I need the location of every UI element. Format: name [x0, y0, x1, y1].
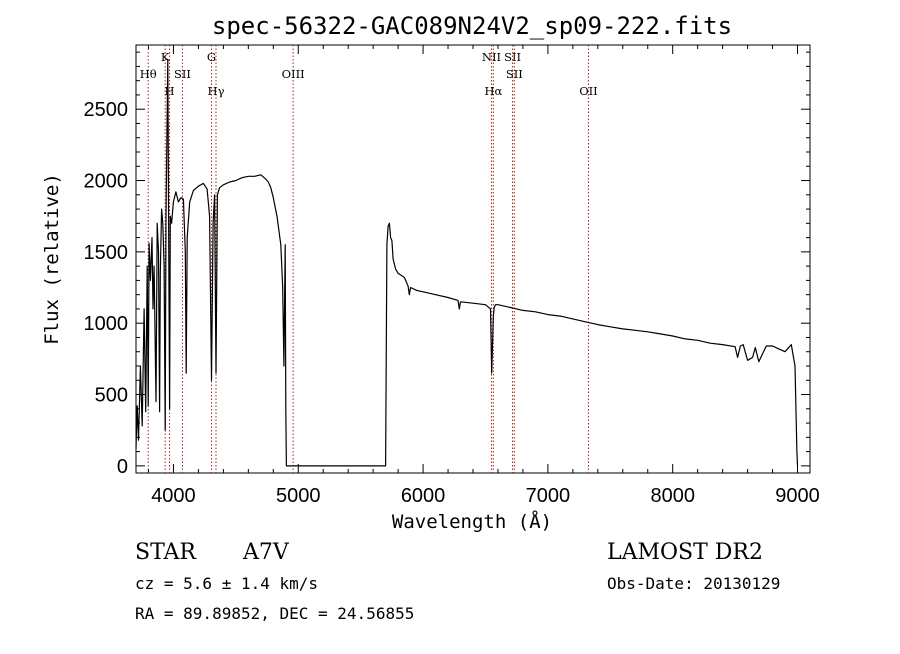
y-tick-label: 1500	[84, 242, 129, 264]
x-tick-label: 9000	[775, 485, 820, 507]
spectral-line-label: OIII	[282, 67, 305, 81]
spectral-line-label: SII	[504, 50, 521, 64]
y-axis-ticks: 0 500 1000 1500 2000 2500	[84, 51, 810, 478]
spectral-line-label: G	[207, 50, 216, 64]
spectral-line-label: Hγ	[208, 84, 225, 98]
spectral-line-label: SII	[506, 67, 523, 81]
y-tick-label: 0	[117, 456, 128, 478]
x-tick-label: 5000	[276, 485, 321, 507]
sky-coordinates: RA = 89.89852, DEC = 24.56855	[135, 604, 414, 623]
y-tick-label: 1000	[84, 313, 129, 335]
spectral-line-label: OII	[579, 84, 598, 98]
survey-name: LAMOST DR2	[607, 540, 763, 565]
x-tick-label: 4000	[151, 485, 196, 507]
spectral-line-label: Hθ	[140, 67, 157, 81]
y-tick-label: 500	[95, 385, 128, 407]
observation-date: Obs-Date: 20130129	[607, 574, 780, 593]
x-axis-ticks: 4000 5000 6000 7000 8000 9000	[147, 45, 820, 507]
object-class: STAR	[135, 540, 197, 565]
y-tick-label: 2000	[84, 171, 129, 193]
x-tick-label: 6000	[401, 485, 446, 507]
spectral-line-label: NII	[482, 50, 501, 64]
y-axis-label: Flux (relative)	[41, 173, 63, 345]
flux-line	[135, 58, 799, 467]
spectral-line-label: H	[165, 84, 175, 98]
x-tick-label: 7000	[526, 485, 571, 507]
spectral-line-markers: Hθ K H SII G Hγ OIII NII Hα SII SII OII	[140, 45, 598, 473]
chart-title: spec-56322-GAC089N24V2_sp09-222.fits	[212, 12, 732, 40]
spectral-line-label: SII	[174, 67, 191, 81]
object-subclass: A7V	[242, 540, 290, 565]
spectrum-series	[135, 58, 799, 467]
plot-frame	[135, 44, 811, 474]
redshift-cz: cz = 5.6 ± 1.4 km/s	[135, 574, 318, 593]
spectral-line-label: Hα	[484, 84, 502, 98]
x-tick-label: 8000	[650, 485, 695, 507]
spectral-line-label: K	[161, 50, 170, 64]
x-axis-label: Wavelength (Å)	[392, 510, 552, 533]
y-tick-label: 2500	[84, 99, 129, 121]
